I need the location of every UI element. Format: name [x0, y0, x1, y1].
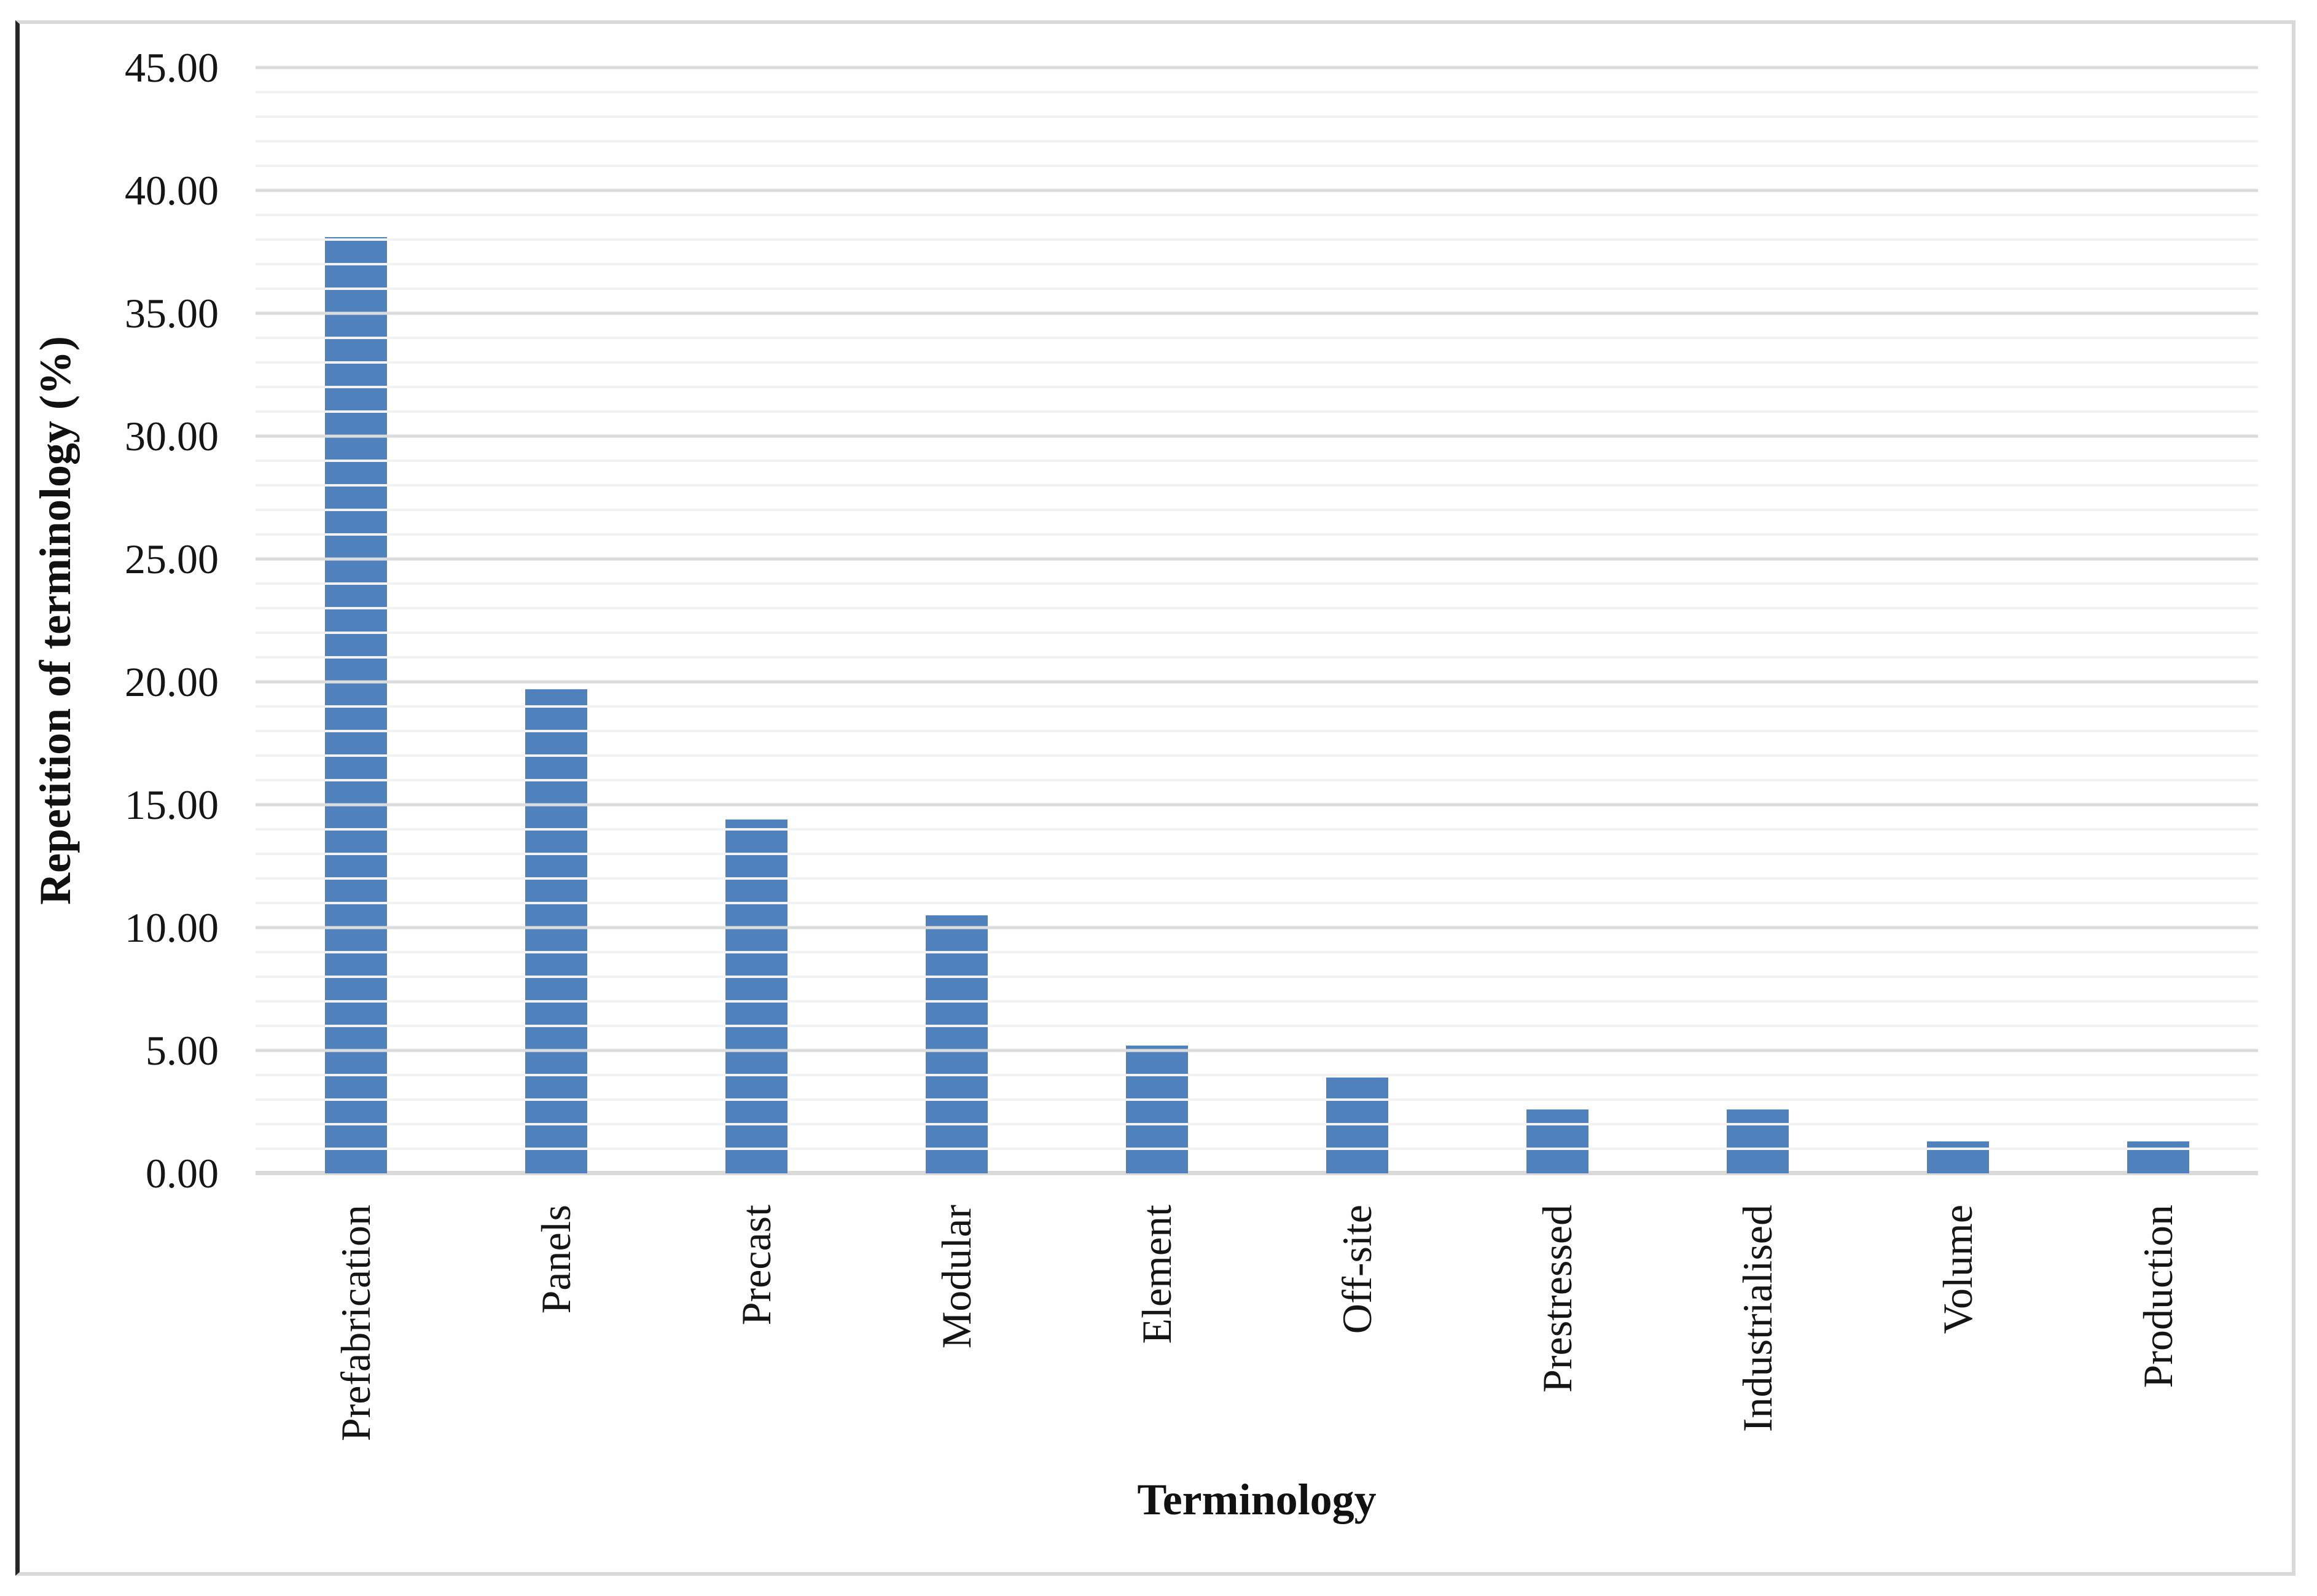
bar-slot — [1858, 68, 2058, 1173]
minor-gridline — [256, 115, 2258, 118]
bar-industrialised — [1726, 1109, 1789, 1173]
bar-precast — [725, 820, 787, 1173]
major-gridline — [256, 434, 2258, 438]
minor-gridline — [256, 705, 2258, 708]
minor-gridline — [256, 1148, 2258, 1151]
minor-gridline — [256, 140, 2258, 143]
bar-slot — [456, 68, 656, 1173]
x-tick-label-precast: Precast — [733, 1205, 779, 1326]
minor-gridline — [256, 779, 2258, 781]
minor-gridline — [256, 582, 2258, 585]
major-gridline — [256, 189, 2258, 192]
y-tick-label: 45.00 — [125, 44, 219, 91]
minor-gridline — [256, 1074, 2258, 1077]
chart-frame: Repetition of terminology (%) 0.00 5.00 10… — [15, 20, 2296, 1576]
major-gridline — [256, 680, 2258, 684]
y-tick-label: 5.00 — [146, 1027, 219, 1074]
minor-gridline — [256, 853, 2258, 855]
minor-gridline — [256, 828, 2258, 831]
y-tick-label: 20.00 — [125, 659, 219, 705]
minor-gridline — [256, 91, 2258, 93]
bar-volume — [1926, 1141, 1989, 1173]
minor-gridline — [256, 460, 2258, 462]
y-tick-label: 40.00 — [125, 167, 219, 214]
minor-gridline — [256, 607, 2258, 609]
minor-gridline — [256, 754, 2258, 757]
y-tick-label: 25.00 — [125, 536, 219, 582]
x-tick-label-production: Production — [2135, 1205, 2181, 1388]
bar-slot — [256, 68, 456, 1173]
minor-gridline — [256, 1123, 2258, 1126]
minor-gridline — [256, 632, 2258, 634]
y-tick-label: 0.00 — [146, 1150, 219, 1197]
x-axis-title: Terminology — [1137, 1475, 1377, 1524]
major-gridline — [256, 311, 2258, 315]
minor-gridline — [256, 509, 2258, 511]
bar-prestressed — [1526, 1109, 1588, 1173]
x-tick-label-panels: Panels — [533, 1205, 579, 1314]
bar-slot — [1057, 68, 1257, 1173]
minor-gridline — [256, 877, 2258, 880]
y-tick-label: 35.00 — [125, 290, 219, 337]
major-gridline — [256, 1049, 2258, 1052]
minor-gridline — [256, 361, 2258, 364]
minor-gridline — [256, 976, 2258, 978]
y-tick-label: 15.00 — [125, 781, 219, 828]
x-tick-label-off-site: Off-site — [1334, 1205, 1380, 1334]
minor-gridline — [256, 656, 2258, 659]
bar-panels — [525, 689, 587, 1173]
bar-slot — [1457, 68, 1657, 1173]
x-tick-label-volume: Volume — [1934, 1205, 1981, 1334]
y-axis-title-text: Repetition of terminology (%) — [30, 336, 80, 905]
bar-element — [1125, 1046, 1188, 1173]
minor-gridline — [256, 337, 2258, 339]
x-tick-label-element: Element — [1133, 1205, 1180, 1344]
minor-gridline — [256, 386, 2258, 388]
minor-gridline — [256, 902, 2258, 904]
minor-gridline — [256, 263, 2258, 265]
y-tick-label: 10.00 — [125, 904, 219, 951]
bar-slot — [656, 68, 856, 1173]
y-tick-label: 30.00 — [125, 412, 219, 460]
x-tick-label-prestressed: Prestressed — [1534, 1205, 1580, 1393]
bar-modular — [925, 915, 988, 1173]
minor-gridline — [256, 410, 2258, 413]
x-tick-label-industrialised: Industrialised — [1734, 1205, 1781, 1433]
major-gridline — [256, 803, 2258, 807]
x-tick-label-prefabrication: Prefabrication — [332, 1205, 379, 1442]
major-gridline — [256, 926, 2258, 929]
x-axis-line — [256, 1171, 2258, 1175]
major-gridline — [256, 557, 2258, 561]
minor-gridline — [256, 288, 2258, 290]
minor-gridline — [256, 1000, 2258, 1003]
bar-slot — [1657, 68, 1858, 1173]
bar-slot — [1257, 68, 1457, 1173]
bar-production — [2127, 1141, 2189, 1173]
minor-gridline — [256, 214, 2258, 216]
bar-slot — [856, 68, 1057, 1173]
minor-gridline — [256, 238, 2258, 241]
x-tick-label-modular: Modular — [933, 1205, 980, 1349]
minor-gridline — [256, 951, 2258, 953]
minor-gridline — [256, 1025, 2258, 1027]
minor-gridline — [256, 1098, 2258, 1101]
bar-series — [256, 68, 2258, 1173]
minor-gridline — [256, 484, 2258, 487]
major-gridline — [256, 66, 2258, 69]
bar-slot — [2058, 68, 2258, 1173]
minor-gridline — [256, 730, 2258, 732]
minor-gridline — [256, 533, 2258, 536]
plot-area: 0.00 5.00 10.00 15.00 20.00 25.00 30.00 35.00 40… — [125, 47, 2258, 1194]
minor-gridline — [256, 165, 2258, 167]
